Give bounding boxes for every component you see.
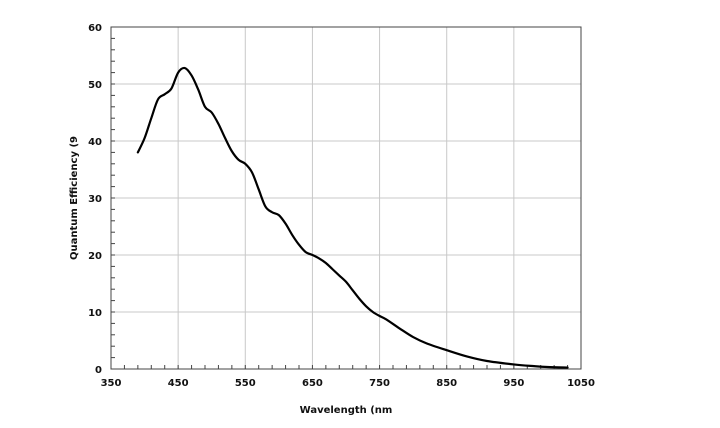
y-tick-label: 30 xyxy=(88,194,102,205)
y-tick-label: 60 xyxy=(88,23,102,34)
x-tick-label: 350 xyxy=(101,378,122,389)
y-tick-label: 10 xyxy=(88,308,102,319)
x-tick-label: 950 xyxy=(503,378,524,389)
x-tick-labels: 350 450 550 650 750 850 950 1050 xyxy=(101,378,595,389)
y-tick-label: 20 xyxy=(88,251,102,262)
grid-lines xyxy=(110,26,582,370)
x-tick-label: 450 xyxy=(168,378,189,389)
x-tick-label: 650 xyxy=(302,378,323,389)
x-tick-label: 750 xyxy=(369,378,390,389)
y-axis-label: Quantum Efficiency (9 xyxy=(69,136,80,260)
x-tick-label: 1050 xyxy=(567,378,595,389)
y-tick-labels: 0 10 20 30 40 50 60 xyxy=(88,23,102,376)
x-tick-label: 550 xyxy=(235,378,256,389)
series-line-quantum-efficiency xyxy=(136,66,569,369)
x-tick-label: 850 xyxy=(436,378,457,389)
x-axis-label: Wavelength (nm xyxy=(300,405,393,416)
y-tick-label: 0 xyxy=(95,365,102,376)
y-tick-label: 40 xyxy=(88,137,102,148)
y-tick-label: 50 xyxy=(88,80,102,91)
